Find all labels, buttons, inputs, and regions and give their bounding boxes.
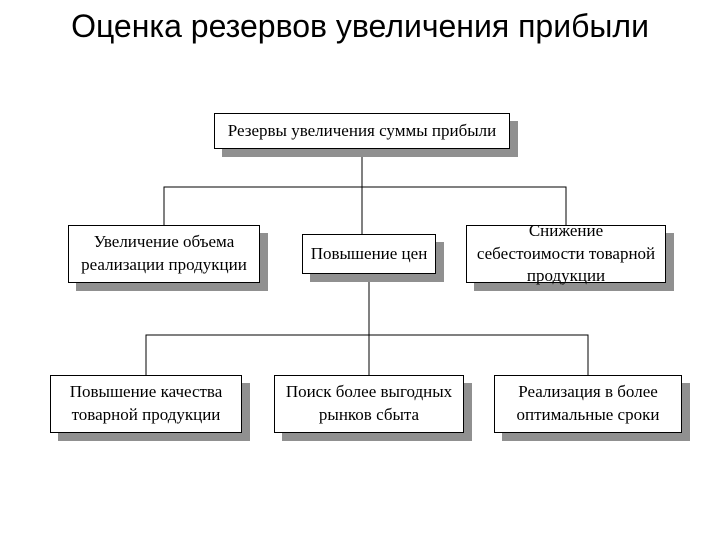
node-volume-increase: Увеличение объема реализации продукции bbox=[68, 225, 260, 283]
node-box: Повышение цен bbox=[302, 234, 436, 274]
node-better-markets: Поиск более выгодных рынков сбыта bbox=[274, 375, 464, 433]
node-root: Резервы увеличения суммы прибыли bbox=[214, 113, 510, 149]
node-quality-improve: Повышение качества товарной продукции bbox=[50, 375, 242, 433]
node-box: Увеличение объема реализации продукции bbox=[68, 225, 260, 283]
node-box: Поиск более выгодных рынков сбыта bbox=[274, 375, 464, 433]
node-box: Снижение себестоимости товарной продукци… bbox=[466, 225, 666, 283]
node-optimal-timing: Реализация в более оптимальные сроки bbox=[494, 375, 682, 433]
node-box: Реализация в более оптимальные сроки bbox=[494, 375, 682, 433]
node-cost-reduction: Снижение себестоимости товарной продукци… bbox=[466, 225, 666, 283]
diagram-canvas: Резервы увеличения суммы прибыли Увеличе… bbox=[0, 95, 720, 535]
page-title: Оценка резервов увеличения прибыли bbox=[0, 0, 720, 45]
node-box: Резервы увеличения суммы прибыли bbox=[214, 113, 510, 149]
connectors bbox=[0, 95, 720, 535]
node-price-increase: Повышение цен bbox=[302, 234, 436, 274]
node-box: Повышение качества товарной продукции bbox=[50, 375, 242, 433]
